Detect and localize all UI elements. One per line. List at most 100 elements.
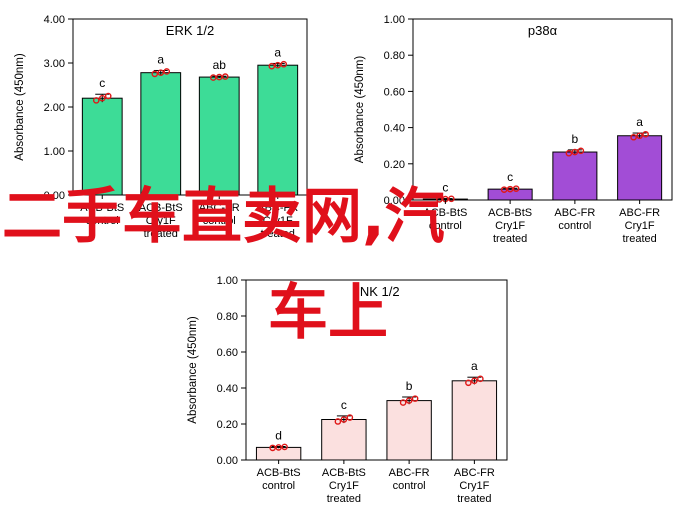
bar: [198, 76, 240, 196]
significance-letter: a: [274, 45, 281, 59]
y-tick-label: 0.40: [217, 383, 238, 395]
y-tick-label: 2.00: [44, 102, 65, 114]
overlay-text-line-1: 二手车直卖网,汽: [2, 182, 445, 252]
x-tick-label-line: ACB-BtS: [488, 207, 532, 219]
y-tick-label: 0.60: [217, 347, 238, 359]
x-tick-label-line: Cry1F: [459, 480, 489, 492]
bar: [257, 64, 299, 196]
y-tick-label: 0.60: [384, 86, 405, 98]
replicate-point: [512, 185, 520, 192]
replicate-point: [465, 379, 472, 387]
x-tick-label: ABC-FR Cry1F treated: [257, 202, 298, 240]
replicate-point: [471, 377, 478, 385]
bar: [140, 72, 182, 196]
significance-letter: c: [507, 170, 513, 184]
y-tick-label: 1.00: [44, 146, 65, 158]
bar: [487, 188, 533, 201]
significance-letter: c: [341, 398, 347, 412]
significance-letter: a: [471, 359, 478, 373]
y-tick-label: 1.00: [384, 14, 405, 26]
replicate-point: [436, 196, 443, 203]
x-tick-label: ABC-FR Cry1F treated: [619, 207, 660, 245]
x-tick-label-line: Cry1F: [146, 215, 176, 227]
significance-letter: a: [636, 115, 643, 129]
bar: [617, 135, 663, 201]
replicate-point: [477, 375, 484, 383]
replicate-point: [630, 133, 637, 141]
y-axis-label: Absorbance (450nm): [354, 56, 366, 164]
replicate-point: [275, 444, 282, 451]
y-tick-label: 4.00: [44, 14, 65, 26]
y-axis-label: Absorbance (450nm): [14, 53, 26, 161]
chart-title: JNK 1/2: [353, 284, 399, 299]
x-tick-label-line: ABC-FR: [454, 467, 495, 479]
replicate-point: [448, 195, 455, 203]
replicate-point: [221, 73, 229, 80]
y-axis-label: Absorbance (450nm): [187, 316, 199, 424]
replicate-point: [215, 73, 223, 81]
bar: [451, 380, 498, 461]
bar: [552, 151, 598, 201]
x-tick-label-line: Cry1F: [625, 220, 655, 232]
y-tick-label: 0.20: [217, 419, 238, 431]
x-tick-label-line: ABC-FR: [257, 202, 298, 214]
replicate-point: [163, 68, 171, 75]
x-tick-label: ACB-BtS control: [80, 202, 124, 227]
replicate-point: [92, 97, 100, 104]
x-tick-label: ABC-FR control: [389, 467, 430, 492]
y-tick-label: 3.00: [44, 58, 65, 70]
x-tick-label-line: ABC-FR: [389, 467, 430, 479]
replicate-point: [405, 397, 413, 404]
chart-title: ERK 1/2: [166, 23, 214, 38]
bar: [386, 400, 432, 461]
replicate-point: [340, 416, 348, 423]
x-tick-label-line: control: [262, 480, 295, 492]
x-tick-label-line: control: [558, 220, 591, 232]
x-tick-label: ACB-BtS Cry1F treated: [488, 207, 532, 245]
replicate-point: [98, 94, 106, 102]
replicate-point: [565, 149, 573, 157]
y-tick-label: 0.40: [384, 123, 405, 135]
significance-letter: c: [99, 76, 105, 90]
replicate-point: [506, 185, 514, 193]
x-tick-label-line: ACB-BtS: [322, 467, 366, 479]
x-tick-label-line: ABC-FR: [554, 207, 595, 219]
replicate-point: [104, 92, 112, 100]
significance-letter: a: [157, 52, 164, 66]
x-tick-label-line: treated: [261, 228, 295, 240]
overlay-text-line-2: 车上: [268, 278, 388, 348]
plot-frame: [245, 279, 508, 461]
x-tick-label-line: control: [393, 480, 426, 492]
chart-title: p38α: [528, 23, 558, 38]
x-tick-label-line: control: [86, 215, 119, 227]
x-tick-label-line: ABC-FR: [619, 207, 660, 219]
x-tick-label: ACB-BtS Cry1F treated: [322, 467, 366, 505]
y-tick-label: 0.00: [217, 455, 238, 467]
replicate-point: [346, 414, 354, 421]
y-tick-label: 0.80: [217, 311, 238, 323]
significance-letter: ab: [213, 58, 227, 72]
x-tick-label-line: ACB-BtS: [139, 202, 183, 214]
chart-panel-2: p38α 0.00 0.20 0.40 0.60 0.80 1.00 Absorbance (…: [354, 14, 673, 245]
x-tick-label: ACB-BtS Cry1F treated: [139, 202, 183, 240]
replicate-point: [269, 444, 276, 452]
x-tick-label-line: control: [203, 215, 236, 227]
chart-panel-3: JNK 1/2 0.00 0.20 0.40 0.60 0.80 1.00 Absorbanc…: [187, 275, 508, 505]
x-tick-label: ACB-BtS control: [257, 467, 301, 492]
replicate-point: [157, 69, 165, 76]
y-tick-label: 0.20: [384, 159, 405, 171]
replicate-point: [334, 418, 342, 425]
x-tick-label-line: treated: [623, 233, 657, 245]
bar: [321, 419, 367, 461]
replicate-point: [636, 132, 643, 140]
replicate-point: [209, 74, 217, 81]
replicate-point: [274, 61, 282, 69]
x-tick-label-line: treated: [457, 493, 491, 505]
x-tick-label-line: treated: [493, 233, 527, 245]
x-tick-label-line: ACB-BtS: [257, 467, 301, 479]
replicate-point: [268, 62, 276, 70]
y-tick-label: 0.00: [384, 195, 405, 207]
significance-letter: d: [275, 429, 282, 443]
replicate-point: [151, 70, 159, 78]
x-tick-label: ABC-FR Cry1F treated: [454, 467, 495, 505]
